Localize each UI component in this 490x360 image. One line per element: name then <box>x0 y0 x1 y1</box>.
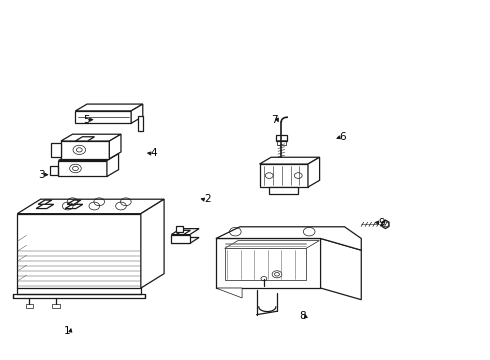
Polygon shape <box>224 248 306 280</box>
Polygon shape <box>224 240 319 248</box>
Polygon shape <box>216 227 361 250</box>
Polygon shape <box>61 134 121 141</box>
Polygon shape <box>67 200 81 204</box>
Text: 6: 6 <box>340 132 346 143</box>
Bar <box>275 135 287 141</box>
Text: 3: 3 <box>38 170 45 180</box>
Text: 8: 8 <box>299 311 306 321</box>
Polygon shape <box>260 164 308 187</box>
Polygon shape <box>172 229 199 235</box>
Polygon shape <box>75 137 95 141</box>
Polygon shape <box>107 154 119 176</box>
Polygon shape <box>17 214 141 288</box>
Polygon shape <box>172 235 190 243</box>
Bar <box>25 305 33 308</box>
Polygon shape <box>131 104 143 123</box>
Text: 4: 4 <box>150 148 157 158</box>
Polygon shape <box>38 200 52 204</box>
Polygon shape <box>65 204 83 208</box>
Polygon shape <box>260 157 319 164</box>
Bar <box>50 166 58 175</box>
Polygon shape <box>36 204 54 208</box>
Polygon shape <box>75 104 143 111</box>
Text: 9: 9 <box>378 217 385 228</box>
Polygon shape <box>320 238 361 300</box>
Bar <box>277 140 286 145</box>
Polygon shape <box>308 157 319 187</box>
Polygon shape <box>109 134 121 159</box>
Polygon shape <box>269 187 298 194</box>
Bar <box>13 294 145 298</box>
Polygon shape <box>75 111 131 123</box>
Polygon shape <box>58 161 107 176</box>
Polygon shape <box>216 288 242 298</box>
Text: 7: 7 <box>271 115 277 125</box>
Polygon shape <box>176 230 191 235</box>
Text: 5: 5 <box>83 115 90 125</box>
Text: 2: 2 <box>204 194 210 204</box>
Text: 1: 1 <box>64 326 71 336</box>
Polygon shape <box>382 220 389 229</box>
Polygon shape <box>138 117 143 131</box>
Polygon shape <box>176 226 183 233</box>
Bar <box>52 305 60 308</box>
Polygon shape <box>141 199 164 288</box>
Polygon shape <box>58 154 119 161</box>
Polygon shape <box>216 238 320 288</box>
Polygon shape <box>172 238 199 243</box>
Polygon shape <box>17 199 164 214</box>
Polygon shape <box>61 141 109 159</box>
Polygon shape <box>51 143 61 157</box>
